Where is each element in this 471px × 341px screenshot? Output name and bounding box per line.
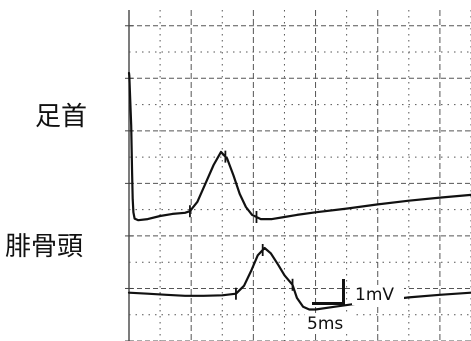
trace-line-ankle (127, 71, 471, 222)
scale-label-voltage: 1mV (355, 285, 394, 305)
marker-layer (189, 150, 294, 300)
trace-line-fibular-head (127, 246, 471, 311)
trace-layer (127, 71, 471, 311)
scale-bar-time (312, 302, 342, 305)
series-label-fibular-head: 腓骨頭 (5, 232, 83, 262)
scale-label-time-bg (305, 313, 353, 333)
chart-grid (125, 10, 471, 341)
series-label-ankle: 足首 (35, 102, 87, 132)
scale-bar: 1mV 5ms (305, 279, 404, 334)
scale-label-time: 5ms (307, 314, 343, 334)
scale-label-voltage-bg (352, 285, 404, 305)
scale-bar-voltage (342, 279, 345, 305)
